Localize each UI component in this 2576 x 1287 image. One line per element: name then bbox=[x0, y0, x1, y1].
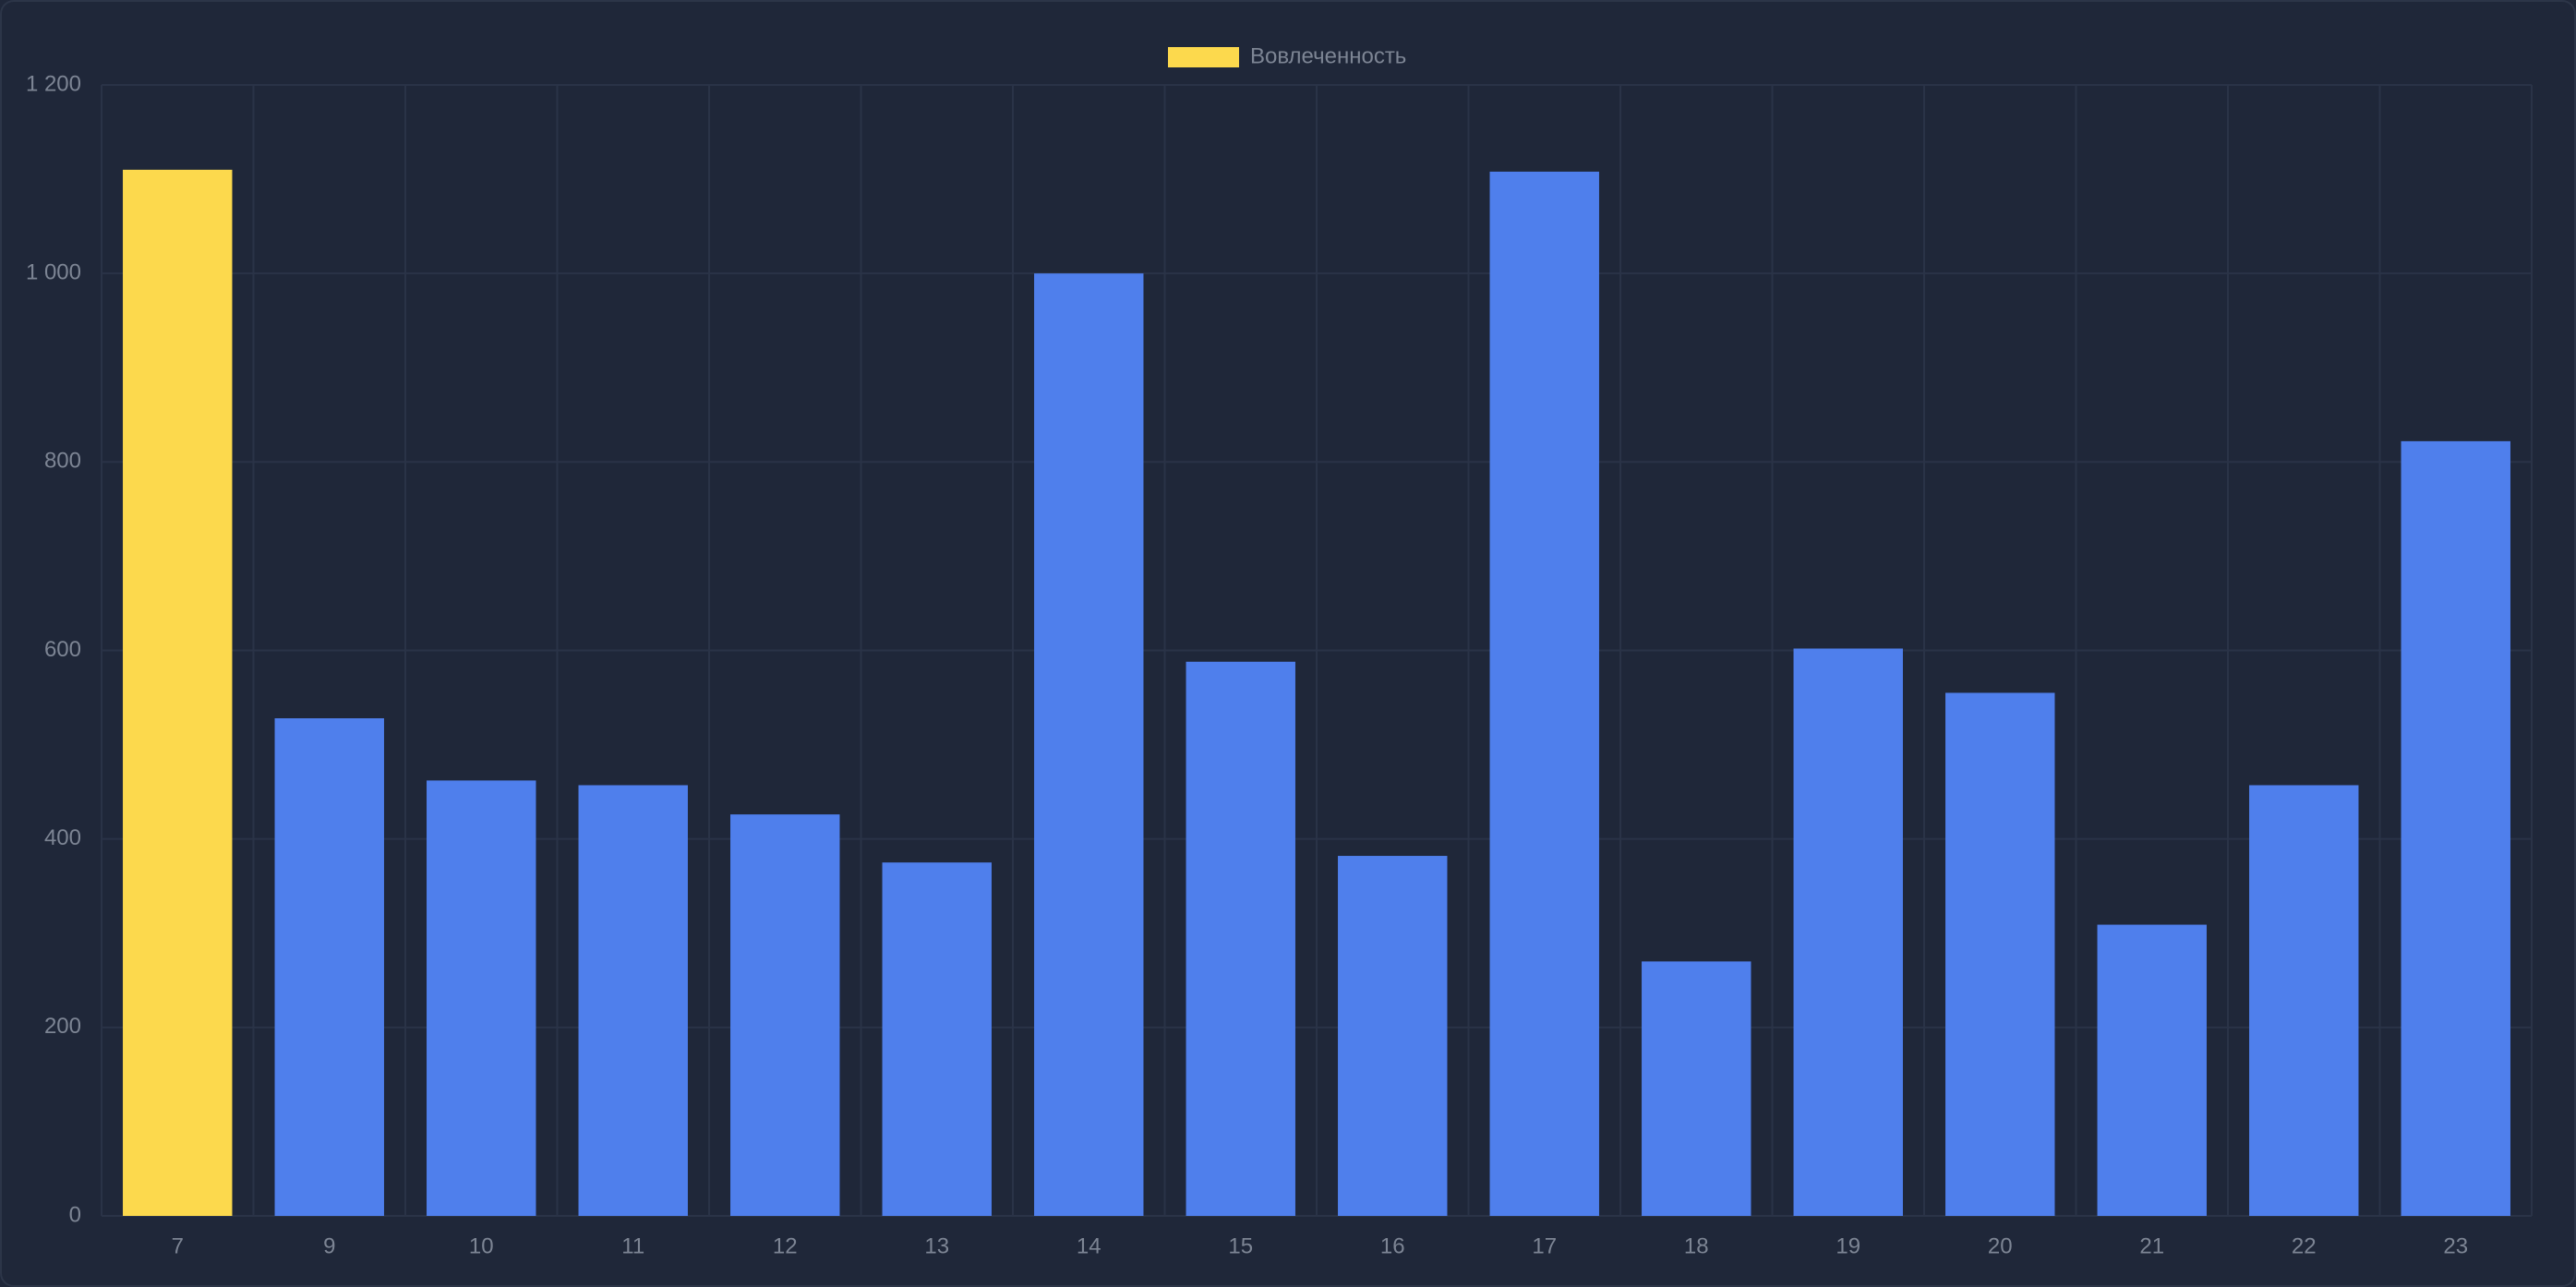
bar bbox=[2401, 440, 2510, 1216]
x-tick-label: 18 bbox=[1684, 1233, 1709, 1258]
y-tick-label: 200 bbox=[44, 1014, 81, 1039]
x-tick-label: 11 bbox=[621, 1233, 644, 1258]
y-tick-label: 400 bbox=[44, 825, 81, 850]
x-tick-label: 9 bbox=[323, 1233, 335, 1258]
bar bbox=[2249, 785, 2359, 1216]
legend-swatch bbox=[1168, 47, 1239, 67]
x-tick-label: 15 bbox=[1228, 1233, 1253, 1258]
y-tick-label: 1 200 bbox=[26, 71, 81, 96]
x-tick-label: 19 bbox=[1836, 1233, 1860, 1258]
x-tick-label: 16 bbox=[1380, 1233, 1405, 1258]
x-tick-label: 14 bbox=[1077, 1233, 1101, 1258]
y-tick-label: 600 bbox=[44, 637, 81, 662]
bar bbox=[274, 718, 384, 1216]
legend-label: Вовлеченность bbox=[1250, 43, 1406, 68]
x-tick-label: 10 bbox=[469, 1233, 494, 1258]
y-tick-label: 0 bbox=[69, 1202, 81, 1227]
bar bbox=[882, 862, 992, 1216]
bar bbox=[1642, 961, 1751, 1216]
bar bbox=[123, 169, 233, 1216]
bar bbox=[1034, 273, 1144, 1217]
x-tick-label: 23 bbox=[2443, 1233, 2468, 1258]
x-tick-label: 12 bbox=[773, 1233, 798, 1258]
x-tick-label: 7 bbox=[172, 1233, 184, 1258]
bar bbox=[730, 814, 840, 1216]
x-tick-label: 22 bbox=[2292, 1233, 2317, 1258]
bar bbox=[1793, 648, 1903, 1216]
bar bbox=[2097, 924, 2207, 1216]
bar bbox=[578, 785, 688, 1216]
bar bbox=[1489, 171, 1599, 1217]
y-tick-label: 1 000 bbox=[26, 260, 81, 285]
bar bbox=[1338, 856, 1448, 1216]
x-tick-label: 17 bbox=[1532, 1233, 1557, 1258]
bar bbox=[1945, 692, 2055, 1216]
x-tick-label: 20 bbox=[1988, 1233, 2013, 1258]
x-tick-label: 21 bbox=[2139, 1233, 2164, 1258]
bar bbox=[427, 780, 536, 1216]
x-tick-label: 13 bbox=[924, 1233, 949, 1258]
y-tick-label: 800 bbox=[44, 449, 81, 474]
bar bbox=[1186, 661, 1295, 1216]
